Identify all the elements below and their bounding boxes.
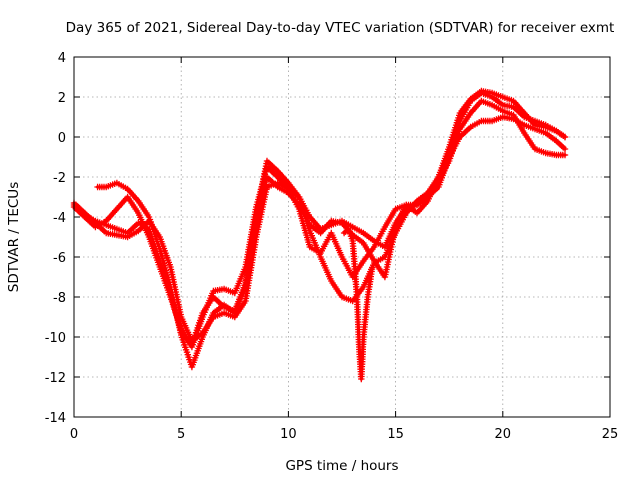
y-tick-label: -6	[53, 251, 66, 266]
y-tick-label: 2	[58, 91, 66, 106]
y-tick-label: -14	[45, 411, 66, 426]
x-tick-label: 10	[280, 427, 297, 442]
series-line-spike	[342, 227, 374, 381]
series-track-b	[70, 89, 569, 351]
series-spike	[340, 225, 376, 383]
y-tick-label: 0	[58, 131, 66, 146]
x-tick-label: 5	[177, 427, 185, 442]
series-layer	[70, 87, 569, 383]
series-track-c	[94, 87, 569, 371]
chart-title: Day 365 of 2021, Sidereal Day-to-day VTE…	[66, 20, 615, 36]
x-tick-label: 20	[495, 427, 512, 442]
x-tick-label: 0	[70, 427, 78, 442]
series-track-d	[70, 97, 569, 349]
y-tick-label: -4	[53, 211, 66, 226]
x-tick-label: 15	[387, 427, 404, 442]
series-line-track-c	[95, 89, 567, 369]
y-axis-label: SDTVAR / TECUs	[6, 182, 22, 292]
y-tick-label: -8	[53, 291, 66, 306]
y-tick-label: -2	[53, 171, 66, 186]
y-tick-label: -12	[45, 371, 66, 386]
series-markers-track-c	[94, 87, 569, 371]
series-line-track-d	[72, 99, 567, 347]
y-tick-label: 4	[58, 51, 66, 66]
axis-ticks: 0 5 10 15 20 25 -14 -12 -10 -8 -6 -4 -2 0 2 4	[45, 51, 619, 442]
x-axis-label: GPS time / hours	[285, 458, 398, 474]
plot-frame	[73, 56, 611, 418]
y-tick-label: -10	[45, 331, 66, 346]
x-tick-label: 25	[602, 427, 619, 442]
series-markers-track-b	[70, 89, 569, 351]
